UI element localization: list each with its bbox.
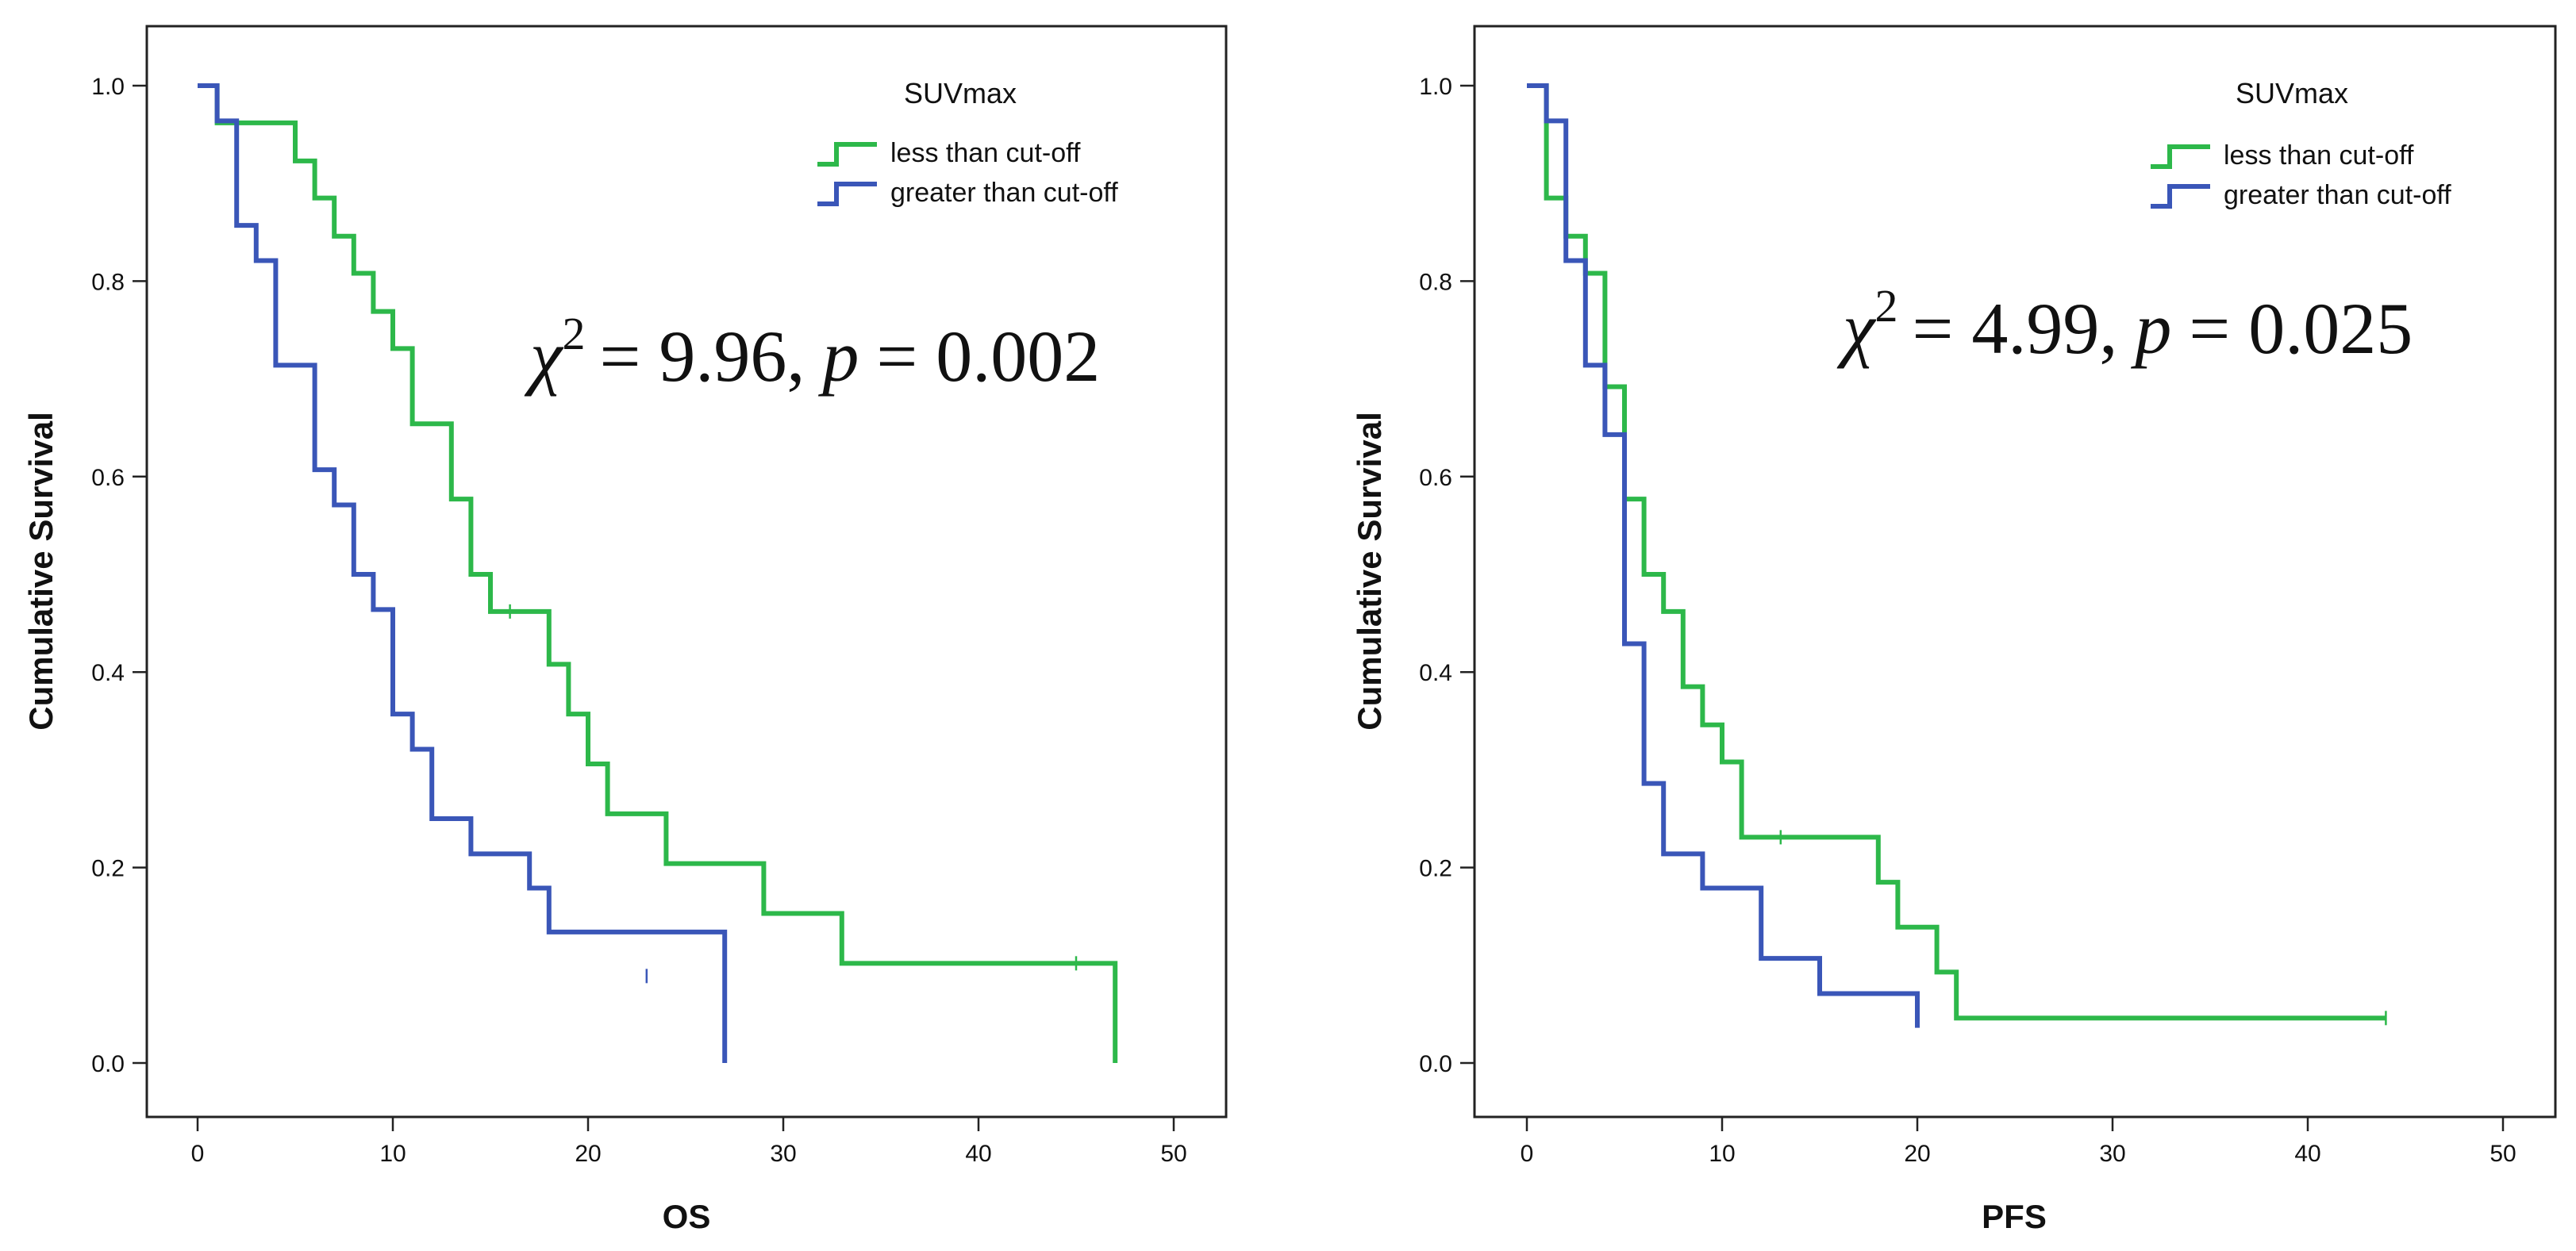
os-curve-less-than-cutoff — [198, 83, 1118, 1063]
pfs-axis-ticks: 0 10 20 30 40 50 0.0 0.2 0.4 0.6 0.8 1.0 — [1419, 74, 2516, 1167]
pfs-legend-swatch-less — [2151, 144, 2210, 169]
pfs-x-tick-label: 40 — [2294, 1141, 2320, 1167]
pfs-x-tick-label: 0 — [1521, 1141, 1534, 1167]
pfs-curve-greater-than-cutoff — [1527, 83, 1920, 1028]
os-y-tick-label: 1.0 — [91, 74, 125, 100]
os-chi-value: = 9.96, — [599, 316, 805, 397]
pfs-panel: 0 10 20 30 40 50 0.0 0.2 0.4 0.6 0.8 1.0 PFS Cumula… — [1351, 25, 2557, 1235]
os-y-tick-label: 0.8 — [91, 269, 125, 295]
pfs-chi-superscript: 2 — [1874, 280, 1897, 332]
os-chi-symbol: χ — [524, 316, 564, 397]
pfs-chi-symbol: χ — [1836, 288, 1877, 369]
os-x-tick-label: 40 — [965, 1141, 991, 1167]
os-p-value: = 0.002 — [876, 316, 1100, 397]
os-legend: SUVmax less than cut-off greater than cu… — [817, 77, 1118, 208]
os-x-tick-label: 50 — [1160, 1141, 1186, 1167]
os-legend-swatch-less — [817, 142, 877, 167]
pfs-stat-annotation: χ2 = 4.99, p = 0.025 — [1836, 280, 2413, 369]
os-x-tick-label: 20 — [575, 1141, 601, 1167]
os-legend-title: SUVmax — [904, 77, 1017, 109]
pfs-legend-label-greater: greater than cut-off — [2224, 180, 2451, 210]
pfs-curves — [1527, 83, 2387, 1028]
os-y-tick-label: 0.6 — [91, 465, 125, 491]
pfs-chi-value: = 4.99, — [1912, 288, 2117, 369]
pfs-y-axis-title: Cumulative Survival — [1351, 412, 1388, 730]
os-stat-annotation: χ2 = 9.96, p = 0.002 — [524, 308, 1100, 397]
pfs-p-symbol: p — [2130, 288, 2171, 369]
os-x-axis-title: OS — [663, 1198, 711, 1235]
os-plot-frame — [145, 25, 1228, 1119]
os-axis-ticks: 0 10 20 30 40 50 0.0 0.2 0.4 0.6 0.8 1.0 — [91, 74, 1186, 1167]
os-chi-superscript: 2 — [562, 308, 585, 359]
os-x-tick-label: 30 — [770, 1141, 796, 1167]
pfs-curve-less-than-cutoff — [1527, 83, 2386, 1021]
os-x-tick-label: 0 — [191, 1141, 205, 1167]
pfs-x-tick-label: 10 — [1709, 1141, 1735, 1167]
pfs-legend-label-less: less than cut-off — [2224, 140, 2414, 171]
pfs-y-tick-label: 0.4 — [1419, 660, 1452, 686]
pfs-legend-title: SUVmax — [2236, 77, 2348, 109]
pfs-y-tick-label: 0.8 — [1419, 269, 1452, 295]
os-y-axis-title: Cumulative Survival — [22, 412, 60, 730]
os-y-tick-label: 0.2 — [91, 856, 125, 882]
os-panel: 0 10 20 30 40 50 0.0 0.2 0.4 0.6 0.8 1.0 OS Cumulat… — [22, 25, 1228, 1235]
pfs-y-tick-label: 0.0 — [1419, 1051, 1452, 1077]
os-legend-swatch-greater — [817, 182, 877, 206]
pfs-legend-swatch-greater — [2151, 184, 2210, 209]
pfs-y-tick-label: 0.6 — [1419, 465, 1452, 491]
os-y-tick-label: 0.0 — [91, 1051, 125, 1077]
os-curve-greater-than-cutoff — [198, 83, 728, 1063]
os-y-tick-label: 0.4 — [91, 660, 125, 686]
os-curves — [198, 83, 1118, 1063]
os-x-tick-label: 10 — [379, 1141, 406, 1167]
pfs-y-tick-label: 0.2 — [1419, 856, 1452, 882]
pfs-p-value: = 0.025 — [2189, 288, 2413, 369]
pfs-plot-frame — [1473, 25, 2557, 1119]
pfs-x-tick-label: 50 — [2489, 1141, 2516, 1167]
pfs-x-tick-label: 20 — [1904, 1141, 1930, 1167]
pfs-x-axis-title: PFS — [1982, 1198, 2047, 1235]
pfs-legend: SUVmax less than cut-off greater than cu… — [2151, 77, 2451, 210]
pfs-y-tick-label: 1.0 — [1419, 74, 1452, 100]
os-legend-label-less: less than cut-off — [890, 138, 1081, 168]
pfs-x-tick-label: 30 — [2099, 1141, 2125, 1167]
os-legend-label-greater: greater than cut-off — [890, 178, 1118, 208]
os-p-symbol: p — [817, 316, 859, 397]
